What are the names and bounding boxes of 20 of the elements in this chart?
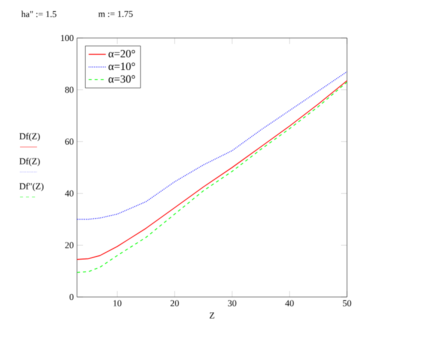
x-tick-label: 10 [114,300,122,306]
x-tick-label: 20 [170,300,179,306]
x-axis-title: Z [210,312,214,318]
text: ha" := 1.5 [21,10,56,18]
text: Df(Z) [19,132,40,142]
x-tick-label: 50 [343,300,352,306]
y-tick-label: 100 [61,34,74,42]
text: Df"(Z) [19,182,44,192]
y-tick-label: 60 [65,138,74,145]
x-tick-label: 40 [285,300,294,306]
y-tick-label: 40 [64,190,74,196]
text: m := 1.75 [98,10,133,18]
legend-label: α=20° [108,50,135,58]
y-tick-label: 80 [65,86,74,93]
legend-label: α=30° [108,75,135,83]
text: Df(Z) [19,158,40,166]
y-tick-label: 20 [65,242,74,248]
y-tick-label: 0 [70,294,74,300]
legend-label: α=10° [108,62,135,70]
x-tick-label: 30 [228,300,236,306]
